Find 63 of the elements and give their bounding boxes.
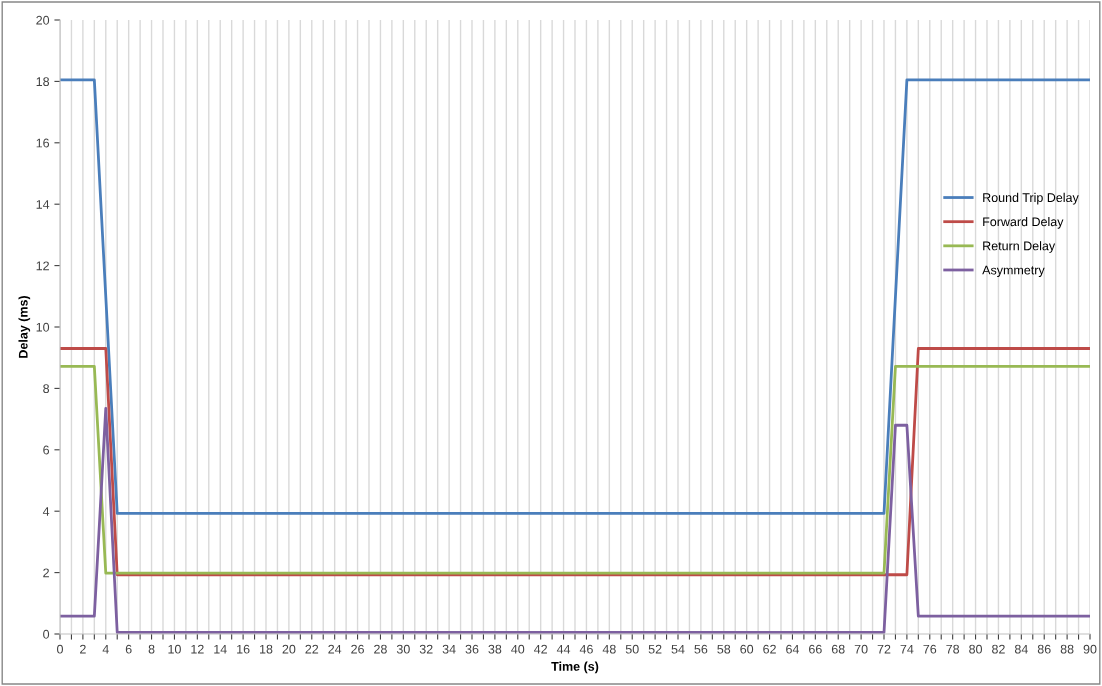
x-tick-label: 84	[1014, 644, 1028, 654]
x-tick-label: 56	[694, 644, 708, 654]
x-tick-label: 38	[488, 644, 502, 654]
x-tick-label: 24	[328, 644, 342, 654]
x-tick-label: 50	[625, 644, 639, 654]
x-tick-label: 10	[168, 644, 181, 654]
y-tick-label: 18	[36, 77, 50, 87]
legend-label: Forward Delay	[983, 217, 1064, 229]
x-tick-label: 90	[1083, 644, 1097, 654]
x-tick-label: 60	[740, 644, 754, 654]
legend-label: Round Trip Delay	[983, 192, 1079, 205]
y-tick-label: 16	[36, 138, 50, 148]
y-tick-label: 2	[43, 568, 49, 578]
x-tick-label: 8	[148, 644, 155, 654]
x-tick-label: 36	[465, 644, 479, 654]
x-tick-label: 12	[191, 644, 204, 654]
x-tick-label: 44	[556, 644, 571, 654]
x-tick-label: 58	[717, 644, 731, 654]
y-tick-label: 14	[36, 200, 50, 209]
x-tick-label: 0	[57, 644, 63, 654]
x-tick-label: 78	[946, 644, 960, 654]
x-tick-label: 46	[579, 644, 593, 654]
x-tick-label: 14	[214, 644, 227, 654]
legend-label: Return Delay	[983, 241, 1056, 253]
x-tick-label: 40	[511, 644, 525, 654]
x-tick-label: 76	[923, 644, 937, 654]
x-tick-label: 28	[374, 644, 387, 654]
x-tick-label: 62	[763, 644, 776, 654]
x-tick-label: 30	[396, 644, 410, 654]
x-tick-label: 6	[125, 644, 132, 654]
y-tick-label: 4	[42, 507, 50, 516]
x-tick-label: 26	[351, 644, 364, 654]
x-tick-label: 22	[305, 644, 319, 654]
x-tick-label: 72	[877, 644, 891, 654]
y-tick-label: 6	[43, 445, 50, 455]
y-axis-title: Delay (ms)	[18, 296, 31, 358]
x-tick-label: 82	[992, 644, 1005, 654]
y-tick-label: 20	[36, 15, 50, 25]
x-tick-label: 54	[671, 644, 685, 654]
x-tick-label: 18	[260, 644, 273, 654]
x-tick-label: 64	[786, 644, 800, 654]
y-tick-label: 0	[43, 629, 50, 639]
x-tick-label: 74	[900, 644, 914, 654]
x-axis-title: Time (s)	[551, 661, 599, 674]
y-tick-label: 8	[43, 384, 50, 394]
x-tick-label: 48	[602, 644, 616, 654]
y-tick-label: 12	[36, 261, 49, 271]
x-tick-label: 20	[282, 644, 296, 654]
x-tick-label: 88	[1060, 644, 1074, 654]
x-tick-label: 66	[809, 644, 822, 654]
x-tick-label: 32	[419, 644, 433, 654]
x-tick-label: 4	[102, 644, 109, 654]
x-tick-label: 16	[237, 644, 250, 654]
x-tick-label: 68	[831, 644, 845, 654]
x-tick-label: 80	[969, 644, 983, 654]
x-tick-label: 86	[1037, 644, 1051, 654]
x-tick-label: 42	[534, 644, 547, 654]
x-tick-label: 70	[854, 644, 868, 654]
y-tick-label: 10	[36, 322, 50, 332]
x-tick-label: 34	[442, 644, 456, 654]
x-tick-label: 52	[648, 644, 662, 654]
x-tick-label: 2	[80, 644, 86, 654]
legend-label: Asymmetry	[982, 265, 1045, 277]
